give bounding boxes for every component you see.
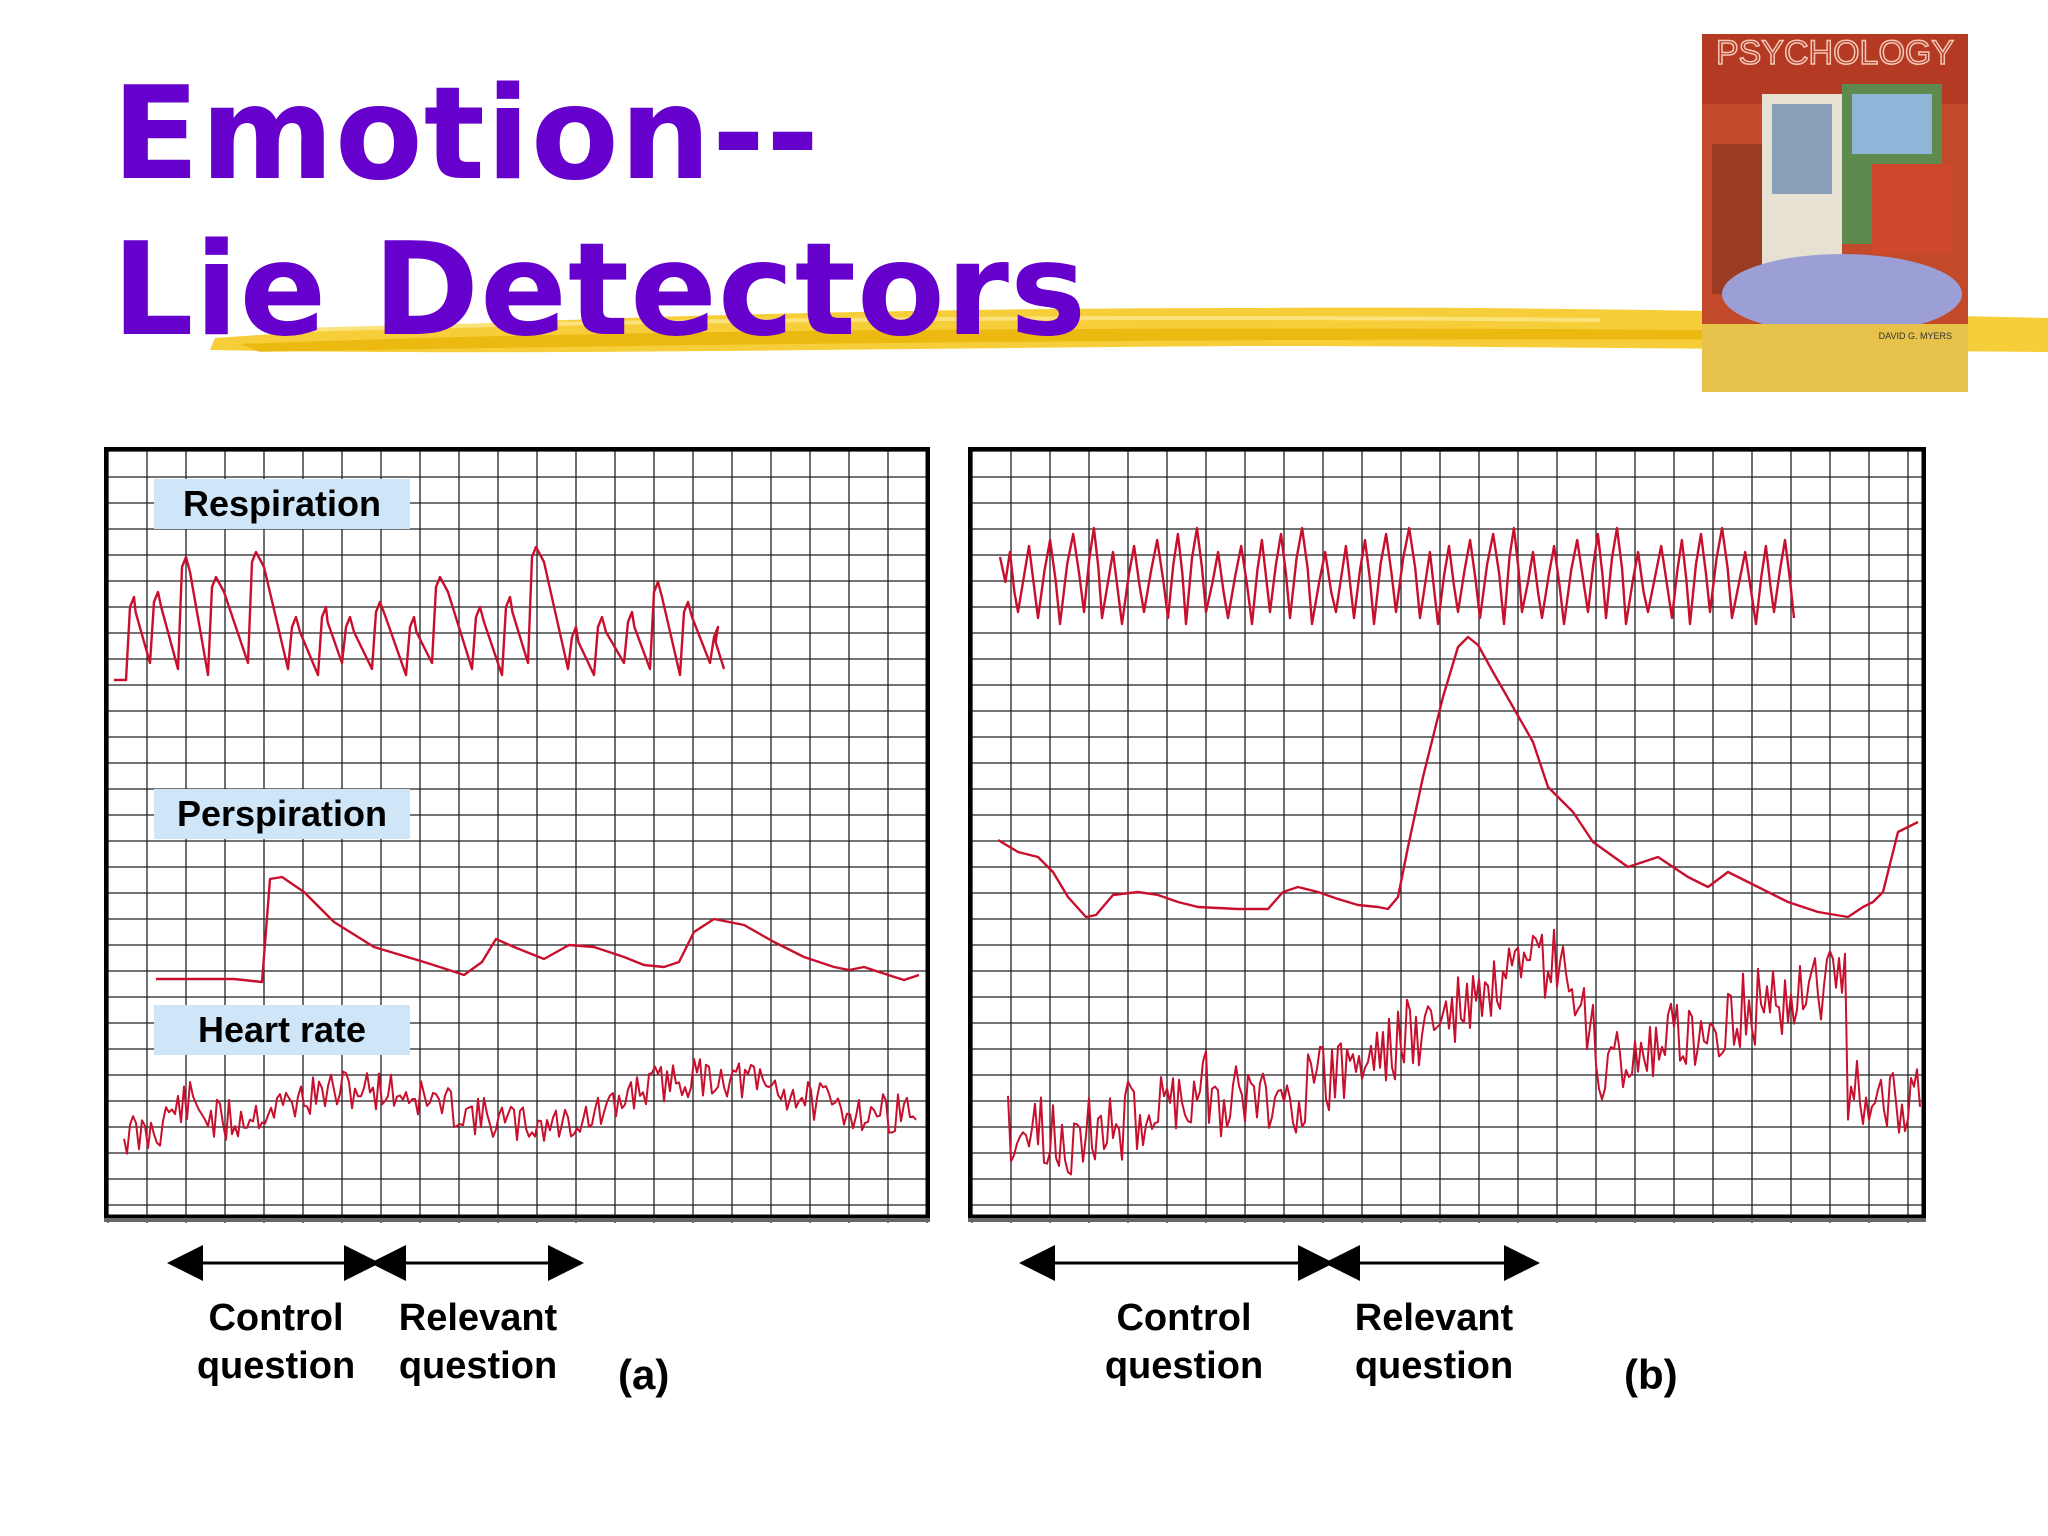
title-line-1: Emotion-- [112, 60, 821, 209]
perspiration-label: Perspiration [154, 789, 410, 839]
title-line-2: Lie Detectors [112, 216, 1088, 365]
respiration-trace-b [998, 526, 1796, 626]
respiration-trace-a [114, 545, 726, 682]
relevant-question-label-b: Relevant question [1339, 1294, 1529, 1390]
book-cover-title: PSYCHOLOGY [1716, 34, 1954, 72]
polygraph-panel-b [968, 447, 1926, 1223]
polygraph-panel-a: Respiration Perspiration Heart rate [104, 447, 930, 1223]
heart-rate-trace-b [1007, 928, 1921, 1176]
chart-b-frame [968, 447, 1926, 1220]
relevant-question-a-line2: question [398, 1345, 558, 1387]
relevant-question-label-a: Relevant question [383, 1294, 573, 1390]
control-question-b-line1: Control [1116, 1297, 1252, 1339]
panel-label-b: (b) [1624, 1351, 1678, 1398]
control-question-label-a: Control question [181, 1294, 371, 1390]
chart-a-frame [104, 447, 930, 1220]
relevant-question-a-line1: Relevant [398, 1297, 558, 1339]
respiration-label: Respiration [154, 479, 410, 529]
control-question-a-line1: Control [208, 1297, 344, 1339]
relevant-question-b-line1: Relevant [1354, 1297, 1514, 1339]
heart-rate-label: Heart rate [154, 1005, 410, 1055]
book-cover-image: PSYCHOLOGY DAVID G. MYERS [1702, 34, 1968, 392]
brush-stroke-underline [210, 307, 2048, 353]
control-question-label-b: Control question [1089, 1294, 1279, 1390]
panel-label-a: (a) [618, 1351, 670, 1398]
control-question-b-line2: question [1104, 1345, 1264, 1387]
perspiration-trace-b [997, 635, 1919, 919]
perspiration-trace-a [156, 875, 920, 984]
polygraph-chart-a [104, 447, 930, 1223]
control-question-a-line2: question [196, 1345, 356, 1387]
book-cover-author: DAVID G. MYERS [1879, 331, 1952, 341]
relevant-question-b-line2: question [1354, 1345, 1514, 1387]
heart-rate-trace-a [123, 1057, 917, 1155]
polygraph-chart-b [968, 447, 1926, 1223]
